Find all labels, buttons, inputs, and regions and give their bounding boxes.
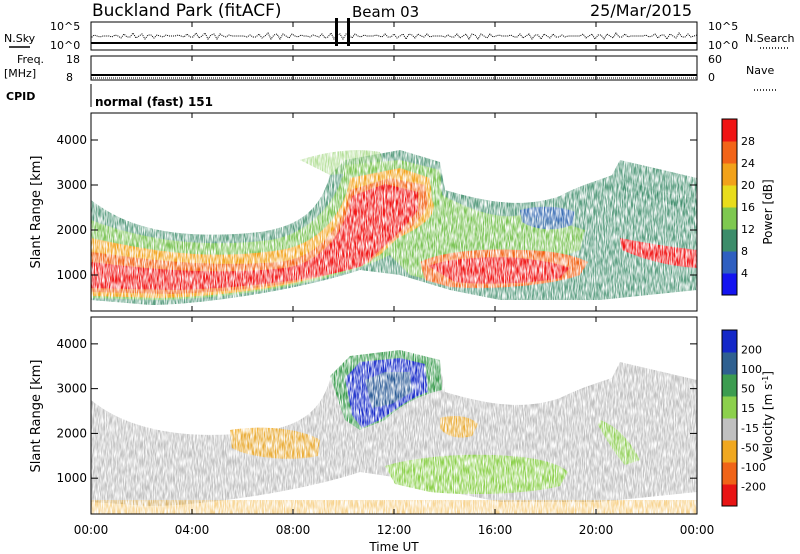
freq-tick-bottom: 8 [66, 71, 73, 84]
nsky-label: N.Sky [4, 32, 36, 45]
colorbar-segment [722, 440, 737, 463]
velocity-y-axis: 1000 2000 3000 4000 [56, 337, 697, 485]
time-x-axis: 00:00 04:00 08:00 12:00 16:00 20:00 00:00 [74, 22, 715, 537]
colorbar-segment [722, 462, 737, 485]
colorbar-segment [722, 273, 737, 296]
colorbar-segment [722, 251, 737, 274]
colorbar-segment [722, 119, 737, 142]
colorbar-segment [722, 229, 737, 252]
colorbar-tick-label: 50 [741, 383, 755, 396]
colorbar-segment [722, 141, 737, 164]
x-tick-label: 12:00 [377, 523, 412, 537]
freq-label-2: [MHz] [4, 67, 36, 80]
colorbar-tick-label: 100 [741, 363, 762, 376]
colorbar-tick-label: -50 [741, 441, 759, 454]
power-ylabel: Slant Range [km] [29, 156, 44, 269]
colorbar-segment [722, 396, 737, 419]
power-colorbar: 4 8 12 16 20 24 28 [721, 118, 755, 296]
colorbar-segment [722, 484, 737, 507]
y-tick-label: 3000 [56, 382, 87, 396]
nave-tick-bottom: 0 [708, 71, 715, 84]
station-title: Buckland Park (fitACF) [92, 1, 282, 21]
colorbar-tick-label: 4 [741, 267, 748, 280]
power-y-axis: 1000 2000 3000 4000 [56, 133, 697, 282]
colorbar-segment [722, 185, 737, 208]
colorbar-segment [722, 163, 737, 186]
x-tick-label: 00:00 [680, 523, 715, 537]
velocity-heatmap [91, 350, 697, 514]
colorbar-tick-label: 12 [741, 223, 755, 236]
colorbar-tick-label: 8 [741, 245, 748, 258]
colorbar-tick-label: 28 [741, 135, 755, 148]
nsky-tick-top: 10^5 [50, 20, 80, 33]
colorbar-segment [722, 374, 737, 397]
cpid-label: CPID [6, 90, 35, 103]
beam-title: Beam 03 [352, 3, 419, 21]
x-axis-label: Time UT [368, 540, 419, 554]
colorbar-segment [722, 330, 737, 353]
velocity-colorbar: 200 100 50 15 -15 -50 -100 -200 [721, 329, 766, 507]
freq-label-1: Freq. [17, 53, 44, 66]
y-tick-label: 1000 [56, 268, 87, 282]
freq-tick-top: 18 [66, 53, 80, 66]
nsearch-tick-bottom: 10^0 [708, 39, 738, 52]
x-tick-label: 04:00 [175, 523, 210, 537]
colorbar-segment [722, 418, 737, 441]
nsky-spike [335, 18, 338, 46]
colorbar-tick-label: -15 [741, 422, 759, 435]
x-tick-label: 08:00 [276, 523, 311, 537]
y-tick-label: 2000 [56, 223, 87, 237]
colorbar-frame [721, 118, 738, 296]
nave-tick-top: 60 [708, 53, 722, 66]
colorbar-tick-label: -200 [741, 480, 766, 493]
y-tick-label: 4000 [56, 337, 87, 351]
x-tick-label: 16:00 [478, 523, 513, 537]
nsky-spike [347, 18, 350, 46]
y-tick-label: 2000 [56, 426, 87, 440]
colorbar-tick-label: 20 [741, 179, 755, 192]
y-tick-label: 3000 [56, 178, 87, 192]
power-heatmap [91, 150, 697, 305]
colorbar-tick-label: 200 [741, 344, 762, 357]
x-tick-label: 20:00 [579, 523, 614, 537]
y-tick-label: 4000 [56, 133, 87, 147]
colorbar-segment [722, 352, 737, 375]
colorbar-tick-label: 16 [741, 201, 755, 214]
nsky-tick-bottom: 10^0 [50, 39, 80, 52]
power-colorbar-label: Power [dB] [761, 179, 775, 244]
colorbar-frame [721, 329, 738, 507]
colorbar-tick-label: 24 [741, 157, 755, 170]
cpid-value: normal (fast) 151 [95, 95, 213, 109]
nsearch-tick-top: 10^5 [708, 20, 738, 33]
velocity-colorbar-label: Velocity [m s-1] [761, 371, 775, 461]
date-title: 25/Mar/2015 [590, 1, 692, 20]
y-tick-label: 1000 [56, 471, 87, 485]
velocity-ylabel: Slant Range [km] [29, 360, 44, 473]
colorbar-tick-label: 15 [741, 402, 755, 415]
colorbar-tick-label: -100 [741, 461, 766, 474]
nsearch-label: N.Search [745, 32, 795, 45]
x-tick-label: 00:00 [74, 523, 109, 537]
nave-label: Nave [746, 64, 774, 77]
colorbar-segment [722, 207, 737, 230]
